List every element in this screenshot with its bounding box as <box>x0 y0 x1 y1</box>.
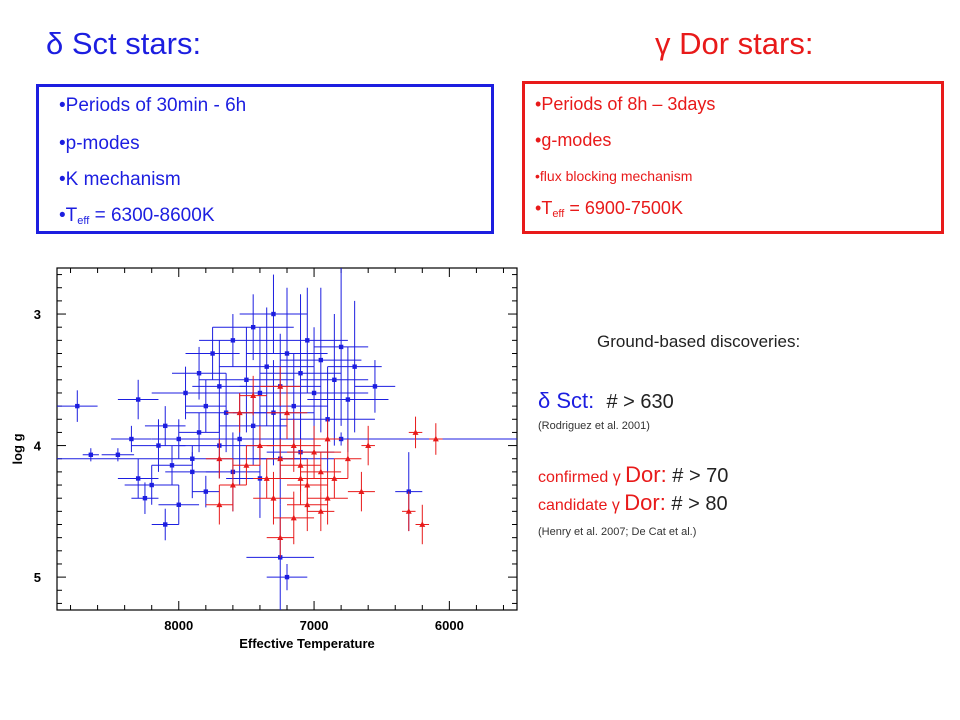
gdor-title: γ Dor stars: <box>655 26 814 61</box>
data-point-dsct <box>271 311 276 317</box>
data-point-dsct <box>291 403 296 409</box>
data-point-gdor <box>277 383 284 389</box>
data-point-gdor <box>284 409 290 416</box>
gdor-properties-box: Periods of 8h – 3days g-modes flux block… <box>522 81 944 234</box>
data-point-dsct <box>352 364 357 369</box>
data-point-dsct <box>203 489 209 494</box>
hr-diagram-chart: 8000 7000 6000 3 4 5 Effective Temperature log … <box>10 267 518 651</box>
data-point-gdor <box>277 455 284 462</box>
data-point-dsct <box>332 377 337 383</box>
data-point-dsct <box>250 423 256 429</box>
data-point-gdor <box>290 442 297 448</box>
data-point-dsct <box>318 357 324 363</box>
data-point-dsct <box>196 371 202 376</box>
data-point-gdor <box>405 508 412 514</box>
data-point-dsct <box>142 495 148 501</box>
dsct-reference: (Rodriguez et al. 2001) <box>538 420 650 432</box>
data-point-dsct <box>244 377 249 383</box>
gdor-mechanism: flux blocking mechanism <box>535 168 693 184</box>
data-point-dsct <box>311 390 317 396</box>
candidate-gdor: candidate γ Dor: # > 80 <box>538 490 728 515</box>
data-point-gdor <box>216 455 223 462</box>
data-point-gdor <box>419 521 426 527</box>
data-point-dsct <box>250 324 256 330</box>
dsct-discoveries: δ Sct: # > 630 <box>538 388 674 413</box>
data-point-dsct <box>190 469 195 475</box>
data-point-dsct <box>305 338 310 343</box>
data-point-gdor <box>304 501 311 508</box>
data-point-gdor <box>317 508 324 514</box>
data-point-dsct <box>298 371 303 376</box>
dsct-teff: Teff = 6300-8600K <box>59 205 215 227</box>
y-axis-label: log g <box>10 433 25 464</box>
data-point-gdor <box>256 442 263 448</box>
data-point-gdor <box>290 514 297 521</box>
data-point-gdor <box>297 475 304 481</box>
data-point-dsct <box>190 456 195 461</box>
data-point-dsct <box>284 574 290 580</box>
data-point-gdor <box>270 494 277 501</box>
dsct-periods: Periods of 30min - 6h <box>59 95 247 117</box>
data-point-dsct <box>264 364 269 369</box>
x-tick-label: 7000 <box>300 618 329 633</box>
data-point-gdor <box>344 455 351 462</box>
y-tick-label: 3 <box>34 307 41 322</box>
confirmed-gdor: confirmed γ Dor: # > 70 <box>538 462 729 487</box>
data-point-dsct <box>338 344 344 350</box>
data-point-dsct <box>88 452 94 457</box>
data-point-dsct <box>156 443 161 448</box>
y-tick-label: 5 <box>34 570 41 585</box>
data-point-dsct <box>284 351 290 356</box>
gdor-periods: Periods of 8h – 3days <box>535 94 715 115</box>
data-point-dsct <box>115 452 121 457</box>
data-point-dsct <box>217 384 222 389</box>
data-point-dsct <box>183 390 188 396</box>
data-point-dsct <box>129 436 134 442</box>
data-point-dsct <box>169 463 175 468</box>
data-point-gdor <box>358 488 365 495</box>
data-point-dsct <box>345 397 351 402</box>
dsct-properties-box: Periods of 30min - 6h p-modes K mechanis… <box>36 84 494 234</box>
gdor-modes: g-modes <box>535 130 611 151</box>
x-tick-label: 8000 <box>164 618 193 633</box>
dsct-modes: p-modes <box>59 133 140 155</box>
data-point-dsct <box>149 482 154 488</box>
gdor-reference: (Henry et al. 2007; De Cat et al.) <box>538 526 697 538</box>
data-point-dsct <box>176 502 181 507</box>
dsct-title: δ Sct stars: <box>46 26 202 61</box>
data-point-gdor <box>317 468 324 475</box>
data-point-gdor <box>236 409 243 416</box>
dsct-mechanism: K mechanism <box>59 169 181 191</box>
data-point-dsct <box>210 351 215 356</box>
x-axis-label: Effective Temperature <box>239 636 375 651</box>
data-point-gdor <box>243 462 250 468</box>
x-tick-label: 6000 <box>435 618 464 633</box>
data-point-gdor <box>324 494 331 501</box>
data-point-gdor <box>229 481 236 488</box>
data-point-dsct <box>196 430 202 435</box>
data-point-dsct <box>75 403 80 409</box>
gdor-teff: Teff = 6900-7500K <box>535 198 683 220</box>
y-tick-label: 4 <box>34 439 42 454</box>
data-point-dsct <box>163 522 168 527</box>
discoveries-heading: Ground-based discoveries: <box>597 332 801 351</box>
data-point-gdor <box>365 442 372 448</box>
data-point-dsct <box>203 403 209 409</box>
data-point-gdor <box>311 448 318 455</box>
data-point-dsct <box>372 384 378 389</box>
data-point-dsct <box>230 338 236 343</box>
data-point-dsct <box>163 423 168 429</box>
data-point-dsct <box>135 476 141 481</box>
data-point-gdor <box>412 429 419 435</box>
data-point-gdor <box>432 435 439 442</box>
data-point-gdor <box>324 435 331 442</box>
data-point-gdor <box>277 534 284 541</box>
data-point-gdor <box>250 392 257 398</box>
data-point-dsct <box>135 397 141 402</box>
data-point-gdor <box>216 501 223 508</box>
